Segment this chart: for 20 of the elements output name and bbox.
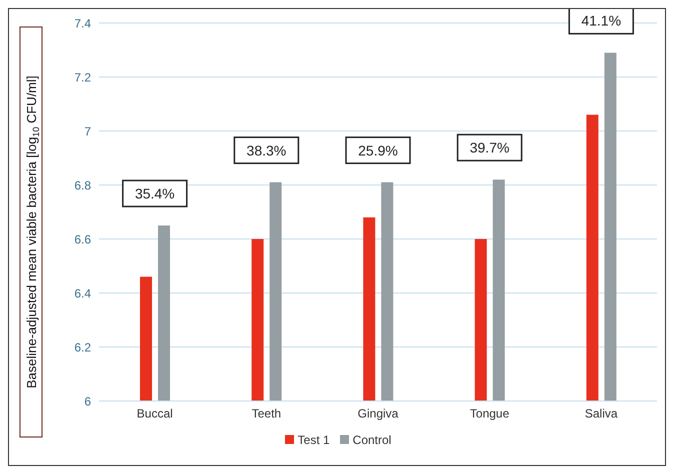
y-tick-label: 6 [84,394,92,408]
y-tick-label: 7.2 [74,70,92,84]
x-tick-label: Buccal [136,406,173,421]
annotation: 38.3% [246,142,286,158]
y-tick-label: 6.4 [74,286,92,300]
y-tick-label: 7 [84,124,92,138]
legend-label: Test 1 [298,433,330,447]
y-tick-label: 6.2 [74,340,92,354]
y-tick-label: 6.6 [74,232,92,246]
y-tick-label: 7.4 [74,16,92,30]
annotation: 25.9% [358,142,398,158]
x-tick-label: Gingiva [358,406,399,421]
y-tick-label: 6.8 [74,178,92,192]
x-tick-label: Tongue [470,406,510,421]
annotation: 39.7% [470,140,510,156]
x-tick-label: Saliva [584,406,618,421]
annotation: 35.4% [134,186,175,202]
annotation: 41.1% [581,12,622,29]
x-tick-label: Teeth [252,406,282,421]
legend-label: Control [352,433,392,447]
